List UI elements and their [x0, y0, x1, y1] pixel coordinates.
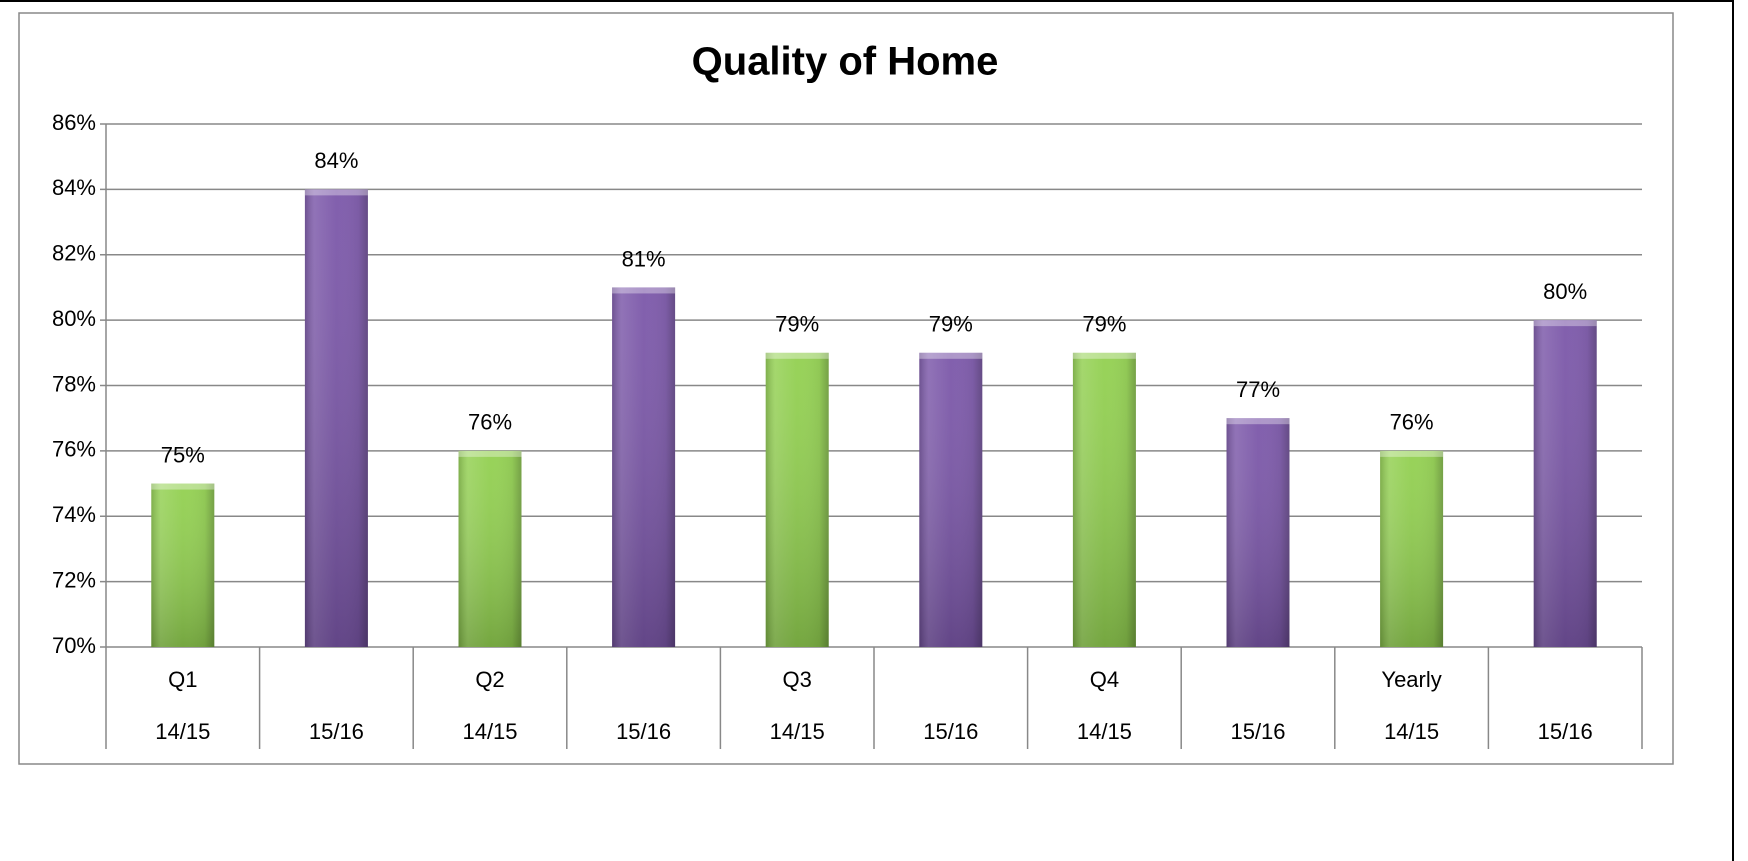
bar-cap [458, 450, 522, 457]
bar-cap [765, 352, 829, 359]
x-tick-label: 14/15 [1077, 719, 1132, 744]
value-label: 77% [1236, 377, 1280, 402]
bar-cap [304, 189, 368, 196]
value-label: 84% [314, 148, 358, 173]
value-label: 79% [1082, 312, 1126, 337]
group-label: Yearly [1381, 667, 1441, 692]
bar-cap [612, 287, 676, 294]
bar-cap [151, 483, 215, 490]
value-label: 75% [161, 442, 205, 467]
y-tick-label: 80% [52, 306, 96, 331]
bar-cap [1380, 450, 1444, 457]
bar-shading [1533, 320, 1597, 647]
bar-cap [919, 352, 983, 359]
bar-shading [304, 189, 368, 647]
y-tick-label: 74% [52, 502, 96, 527]
bar-shading [151, 483, 215, 647]
value-label: 81% [622, 246, 666, 271]
x-tick-label: 15/16 [1538, 719, 1593, 744]
value-label: 80% [1543, 279, 1587, 304]
group-label: Q3 [783, 667, 812, 692]
bar-shading [458, 450, 522, 647]
group-label: Q4 [1090, 667, 1119, 692]
bar-shading [1380, 450, 1444, 647]
value-label: 76% [468, 410, 512, 435]
y-tick-label: 84% [52, 175, 96, 200]
x-tick-label: 15/16 [616, 719, 671, 744]
bar-shading [1072, 352, 1136, 647]
value-label: 76% [1390, 410, 1434, 435]
bar-shading [919, 352, 983, 647]
group-label: Q2 [475, 667, 504, 692]
y-tick-label: 86% [52, 110, 96, 135]
y-tick-label: 82% [52, 241, 96, 266]
bar-cap [1226, 418, 1290, 425]
bar-shading [612, 287, 676, 647]
x-tick-label: 15/16 [923, 719, 978, 744]
bar-shading [765, 352, 829, 647]
y-tick-label: 72% [52, 567, 96, 592]
group-label: Q1 [168, 667, 197, 692]
bar-shading [1226, 418, 1290, 647]
value-label: 79% [929, 312, 973, 337]
y-tick-label: 76% [52, 437, 96, 462]
chart-title: Quality of Home [692, 40, 999, 84]
x-tick-label: 14/15 [1384, 719, 1439, 744]
chart-frame [18, 12, 1674, 765]
value-label: 79% [775, 312, 819, 337]
x-tick-label: 15/16 [309, 719, 364, 744]
x-tick-label: 14/15 [462, 719, 517, 744]
x-tick-label: 15/16 [1230, 719, 1285, 744]
y-tick-label: 70% [52, 633, 96, 658]
x-tick-label: 14/15 [155, 719, 210, 744]
x-tick-label: 14/15 [770, 719, 825, 744]
bar-cap [1533, 320, 1597, 327]
y-tick-label: 78% [52, 371, 96, 396]
bar-cap [1072, 352, 1136, 359]
